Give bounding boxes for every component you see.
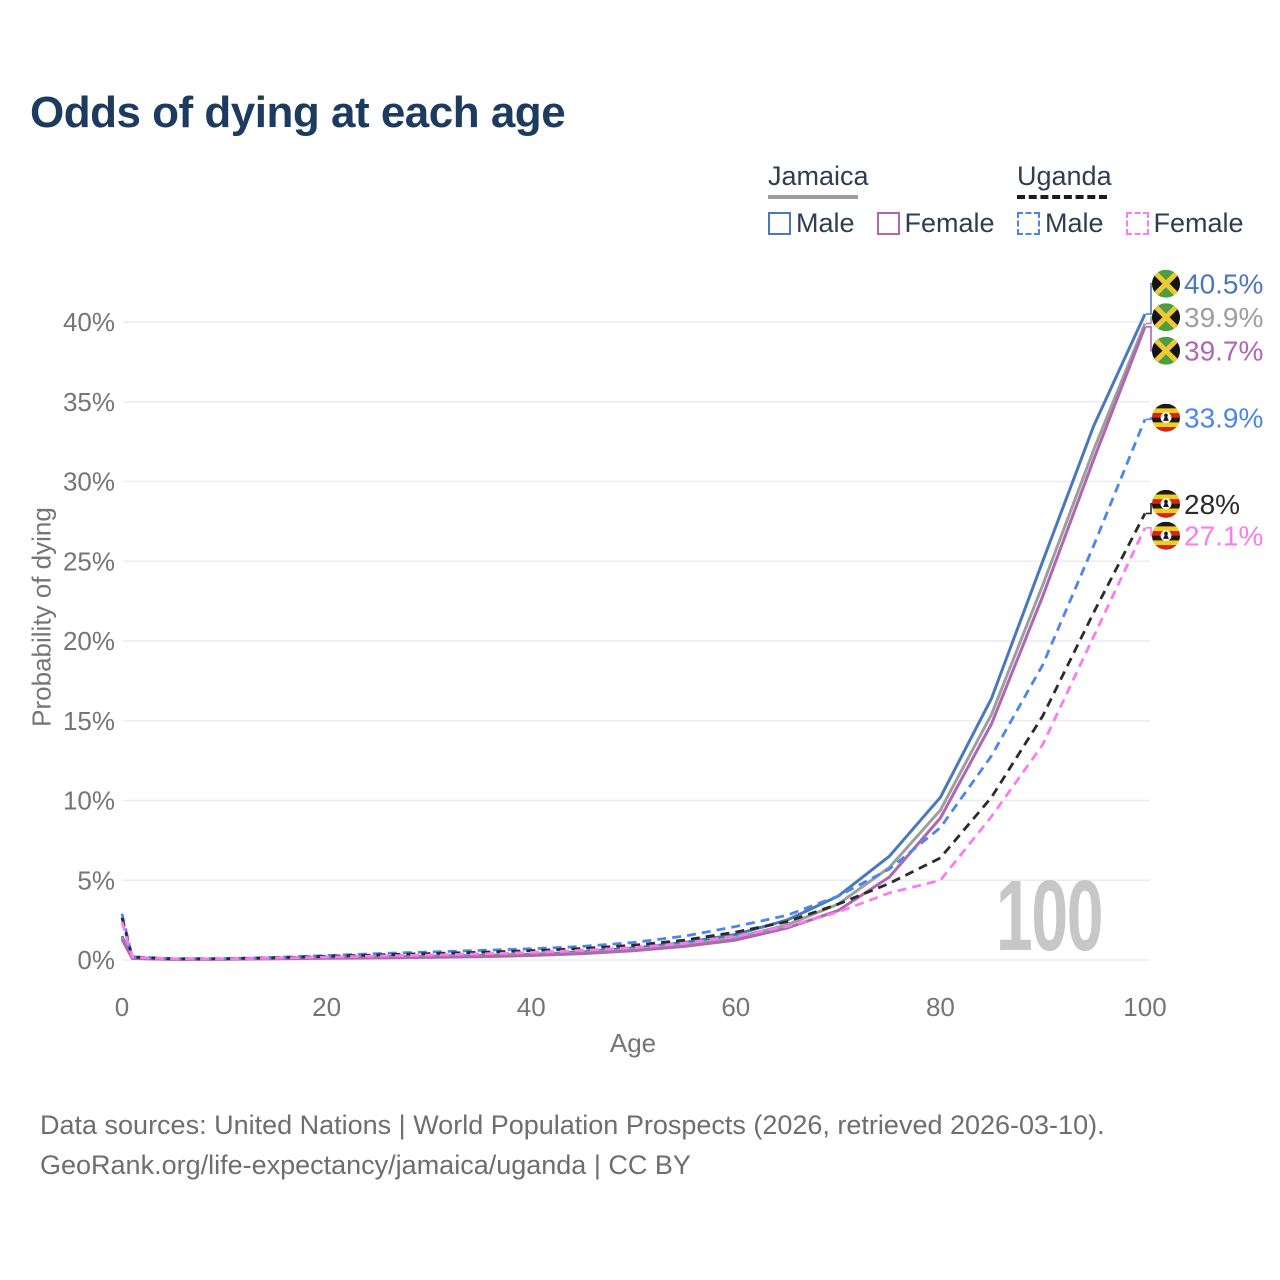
end-label-value: 39.7%	[1184, 336, 1263, 367]
end-label-value: 33.9%	[1184, 403, 1263, 434]
x-tick-label: 20	[312, 992, 341, 1022]
series-line-jamaica-female[interactable]	[120, 326, 1147, 961]
y-tick-label: 5%	[77, 865, 115, 895]
x-tick-label: 100	[1123, 992, 1166, 1022]
end-label-value: 39.9%	[1184, 302, 1263, 333]
jamaica-flag-icon	[1152, 269, 1180, 298]
legend-item-jamaica-male-label: Male	[796, 208, 855, 239]
series-line-jamaica-male[interactable]	[120, 313, 1147, 961]
legend-country-uganda-label: Uganda	[1017, 161, 1112, 191]
end-label-value: 28%	[1184, 489, 1240, 520]
end-label-value: 27.1%	[1184, 521, 1263, 552]
jamaica-flag-icon	[1152, 336, 1180, 365]
y-tick-label: 35%	[63, 387, 115, 417]
legend-country-uganda[interactable]: Uganda	[1017, 161, 1112, 200]
end-label-jamaica-both: 39.9%	[1152, 302, 1263, 333]
end-label-uganda-both: 28%	[1152, 489, 1240, 520]
x-tick-label: 60	[721, 992, 750, 1022]
y-tick-label: 40%	[63, 307, 115, 337]
legend-country-jamaica[interactable]: Jamaica	[768, 161, 869, 200]
uganda-female-swatch-icon	[1125, 212, 1149, 236]
y-tick-label: 25%	[63, 546, 115, 576]
age-watermark: 100	[996, 860, 1103, 972]
series-line-uganda-male[interactable]	[120, 418, 1147, 961]
y-tick-label: 20%	[63, 626, 115, 656]
uganda-male-swatch-icon	[1017, 212, 1040, 236]
uganda-flag-icon	[1152, 489, 1180, 518]
x-tick-label: 80	[926, 992, 955, 1022]
series-line-uganda-both[interactable]	[120, 512, 1147, 961]
legend-item-jamaica-female-label: Female	[904, 208, 995, 239]
x-tick-label: 0	[115, 992, 129, 1022]
jamaica-female-swatch-icon	[876, 212, 900, 236]
legend-item-jamaica-male[interactable]: Male	[768, 208, 855, 239]
uganda-flag-icon	[1152, 403, 1180, 432]
x-axis-title: Age	[609, 1028, 657, 1058]
y-tick-label: 0%	[77, 945, 115, 975]
y-tick-label: 30%	[63, 467, 115, 497]
jamaica-flag-icon	[1152, 303, 1180, 332]
end-label-jamaica-female: 39.7%	[1152, 336, 1263, 367]
end-label-jamaica-male: 40.5%	[1152, 269, 1263, 300]
end-label-value: 40.5%	[1184, 269, 1263, 300]
end-label-uganda-female: 27.1%	[1152, 521, 1263, 552]
footer-data-sources: Data sources: United Nations | World Pop…	[40, 1110, 1105, 1140]
y-axis-title: Probability of dying	[26, 507, 57, 727]
footer: Data sources: United Nations | World Pop…	[40, 1106, 1105, 1186]
uganda-flag-icon	[1152, 521, 1180, 550]
legend-country-jamaica-label: Jamaica	[768, 161, 869, 191]
y-tick-label: 10%	[63, 786, 115, 816]
legend-underline-uganda	[1017, 195, 1107, 200]
series-line-uganda-female[interactable]	[120, 527, 1147, 961]
footer-attribution: GeoRank.org/life-expectancy/jamaica/ugan…	[40, 1149, 691, 1180]
legend-item-jamaica-female[interactable]: Female	[876, 208, 995, 239]
legend-group-jamaica: Jamaica Male Female	[768, 162, 1017, 239]
legend-item-uganda-female-label: Female	[1153, 208, 1244, 239]
legend-group-uganda: Uganda Male Female	[1017, 162, 1266, 239]
legend-item-uganda-male-label: Male	[1045, 208, 1104, 239]
jamaica-male-swatch-icon	[768, 212, 791, 236]
legend-item-uganda-female[interactable]: Female	[1125, 208, 1244, 239]
chart-title: Odds of dying at each age	[30, 88, 566, 137]
y-tick-label: 15%	[63, 706, 115, 736]
legend-underline-jamaica	[768, 195, 858, 200]
legend-item-uganda-male[interactable]: Male	[1017, 208, 1104, 239]
end-label-uganda-male: 33.9%	[1152, 403, 1263, 434]
x-tick-label: 40	[517, 992, 546, 1022]
